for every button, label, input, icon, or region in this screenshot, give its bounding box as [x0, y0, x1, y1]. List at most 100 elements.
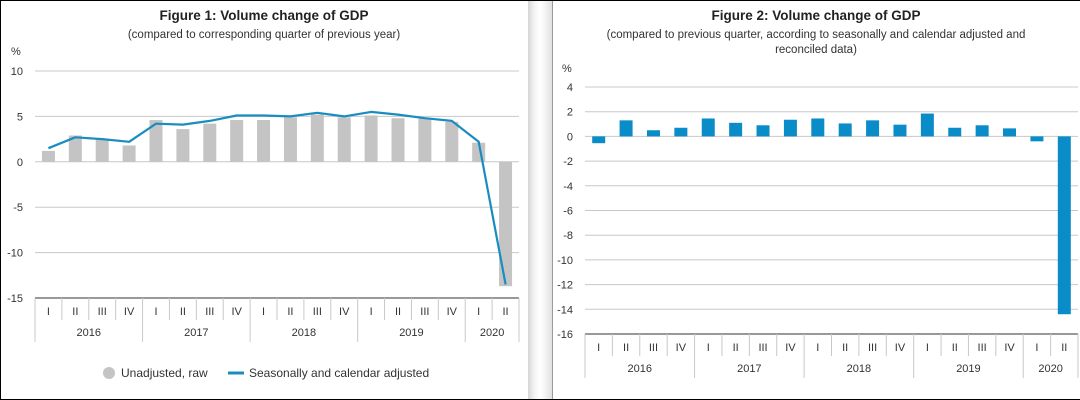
x-tick-quarter-label: IV: [676, 342, 687, 354]
bar: [893, 124, 907, 137]
x-tick-quarter-label: IV: [339, 306, 350, 318]
x-tick-quarter-label: I: [47, 306, 50, 318]
y-tick-label: -14: [557, 304, 573, 316]
figure-2-panel: Figure 2: Volume change of GDP (compared…: [552, 1, 1080, 399]
bar: [310, 114, 324, 162]
x-tick-quarter-label: III: [649, 342, 658, 354]
x-tick-quarter-label: III: [205, 306, 214, 318]
y-tick-label: -15: [7, 293, 23, 305]
panel-divider: [528, 1, 552, 399]
y-tick-label: 4: [567, 82, 573, 94]
bar: [337, 117, 351, 162]
bar: [176, 129, 190, 162]
figure-1-chart: Figure 1: Volume change of GDP (compared…: [7, 8, 520, 380]
bar: [499, 161, 513, 287]
figure-1-y-unit-label: %: [11, 46, 21, 58]
x-tick-year-label: 2018: [292, 327, 316, 339]
y-tick-label: 5: [17, 111, 23, 123]
bar: [948, 127, 962, 137]
x-tick-quarter-label: IV: [895, 342, 906, 354]
figure-2-title: Figure 2: Volume change of GDP: [711, 8, 920, 23]
bar: [1030, 136, 1044, 142]
legend-adjusted-label[interactable]: Seasonally and calendar adjusted: [249, 366, 429, 380]
bar: [391, 118, 405, 162]
x-tick-quarter-label: I: [262, 306, 265, 318]
figure-1-subtitle: (compared to corresponding quarter of pr…: [128, 29, 400, 41]
bar: [149, 120, 163, 162]
x-tick-year-label: 2016: [628, 363, 652, 375]
figure-1-panel: Figure 1: Volume change of GDP (compared…: [1, 1, 528, 399]
x-tick-year-label: 2020: [480, 327, 504, 339]
bar: [811, 118, 825, 137]
x-tick-year-label: 2017: [184, 327, 208, 339]
bar: [257, 120, 271, 162]
figure-1-legend: Unadjusted, raw Seasonally and calendar …: [103, 366, 429, 380]
x-tick-quarter-label: I: [926, 342, 929, 354]
x-tick-year-label: 2019: [956, 363, 980, 375]
bar: [203, 123, 217, 162]
x-tick-quarter-label: IV: [1004, 342, 1015, 354]
x-tick-quarter-label: I: [154, 306, 157, 318]
x-tick-quarter-label: II: [842, 342, 848, 354]
bar: [701, 118, 715, 137]
y-tick-label: 0: [567, 131, 573, 143]
x-tick-quarter-label: II: [502, 306, 508, 318]
bar: [866, 120, 880, 137]
x-tick-quarter-label: II: [180, 306, 186, 318]
x-tick-year-label: 2018: [847, 363, 871, 375]
y-tick-label: -2: [563, 156, 573, 168]
x-tick-year-label: 2016: [77, 327, 101, 339]
y-tick-label: -12: [557, 280, 573, 292]
bar: [418, 118, 432, 162]
x-tick-quarter-label: I: [1035, 342, 1038, 354]
bar: [756, 125, 770, 137]
x-tick-quarter-label: I: [816, 342, 819, 354]
figure-1-title: Figure 1: Volume change of GDP: [159, 8, 368, 23]
x-tick-quarter-label: II: [1061, 342, 1067, 354]
bar: [283, 117, 297, 162]
x-tick-quarter-label: I: [477, 306, 480, 318]
x-tick-quarter-label: IV: [785, 342, 796, 354]
bar: [95, 139, 109, 162]
bar: [783, 119, 797, 137]
x-tick-year-label: 2017: [737, 363, 761, 375]
bar: [920, 113, 934, 137]
legend-raw-marker-icon: [103, 367, 115, 379]
y-tick-label: 2: [567, 107, 573, 119]
x-tick-quarter-label: III: [978, 342, 987, 354]
bar: [364, 115, 378, 162]
x-tick-quarter-label: III: [868, 342, 877, 354]
y-tick-label: -8: [563, 230, 573, 242]
legend-raw-label[interactable]: Unadjusted, raw: [121, 366, 208, 380]
bar: [445, 121, 459, 162]
figure-2-y-unit-label: %: [562, 63, 572, 75]
bar: [1003, 128, 1017, 137]
y-tick-label: 10: [11, 66, 23, 78]
bar: [41, 150, 55, 162]
x-tick-year-label: 2019: [399, 327, 423, 339]
x-tick-quarter-label: III: [313, 306, 322, 318]
x-tick-quarter-label: IV: [447, 306, 458, 318]
x-tick-quarter-label: I: [707, 342, 710, 354]
y-tick-label: -5: [13, 202, 23, 214]
bar: [592, 136, 606, 144]
y-tick-label: 0: [17, 157, 23, 169]
x-tick-quarter-label: II: [287, 306, 293, 318]
x-tick-quarter-label: II: [623, 342, 629, 354]
bar: [838, 123, 852, 137]
bar: [122, 145, 136, 162]
x-tick-quarter-label: III: [758, 342, 767, 354]
bar: [230, 120, 244, 162]
x-tick-quarter-label: II: [72, 306, 78, 318]
x-tick-quarter-label: III: [98, 306, 107, 318]
x-tick-quarter-label: II: [395, 306, 401, 318]
bar: [975, 125, 989, 137]
y-tick-label: -4: [563, 181, 573, 193]
bar: [646, 130, 660, 137]
series-line: [47, 110, 507, 285]
x-tick-quarter-label: IV: [124, 306, 135, 318]
x-tick-quarter-label: II: [952, 342, 958, 354]
y-tick-label: -6: [563, 206, 573, 218]
figure-2-chart: Figure 2: Volume change of GDP (compared…: [557, 8, 1079, 378]
y-tick-label: -10: [557, 255, 573, 267]
